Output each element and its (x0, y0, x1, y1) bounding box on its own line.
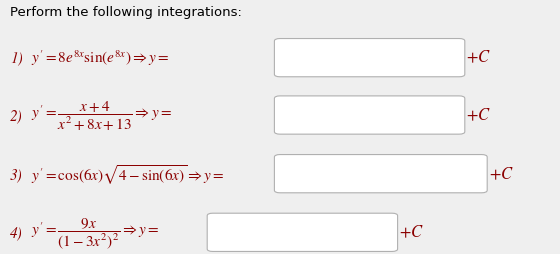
FancyBboxPatch shape (274, 97, 465, 135)
Text: 3): 3) (10, 167, 23, 181)
Text: Perform the following integrations:: Perform the following integrations: (10, 6, 242, 19)
Text: $y' = \dfrac{x+4}{x^2+8x+13} \Rightarrow y =$: $y' = \dfrac{x+4}{x^2+8x+13} \Rightarrow… (31, 99, 172, 132)
Text: $+C$: $+C$ (466, 50, 491, 67)
Text: $+C$: $+C$ (399, 224, 424, 241)
Text: $y' = 8e^{8x}\sin(e^{8x}) \Rightarrow y =$: $y' = 8e^{8x}\sin(e^{8x}) \Rightarrow y … (31, 49, 170, 68)
Text: $y' = \dfrac{9x}{(1-3x^2)^2} \Rightarrow y =$: $y' = \dfrac{9x}{(1-3x^2)^2} \Rightarrow… (31, 215, 159, 250)
Text: 2): 2) (10, 108, 23, 123)
Text: 1): 1) (10, 51, 23, 66)
Text: $y' = \cos(6x)\sqrt{4-\sin(6x)} \Rightarrow y =$: $y' = \cos(6x)\sqrt{4-\sin(6x)} \Rightar… (31, 162, 225, 186)
Text: $+C$: $+C$ (489, 166, 514, 182)
FancyBboxPatch shape (274, 39, 465, 77)
Text: $+C$: $+C$ (466, 107, 491, 124)
Text: 4): 4) (10, 225, 23, 240)
FancyBboxPatch shape (274, 155, 487, 193)
FancyBboxPatch shape (207, 213, 398, 251)
